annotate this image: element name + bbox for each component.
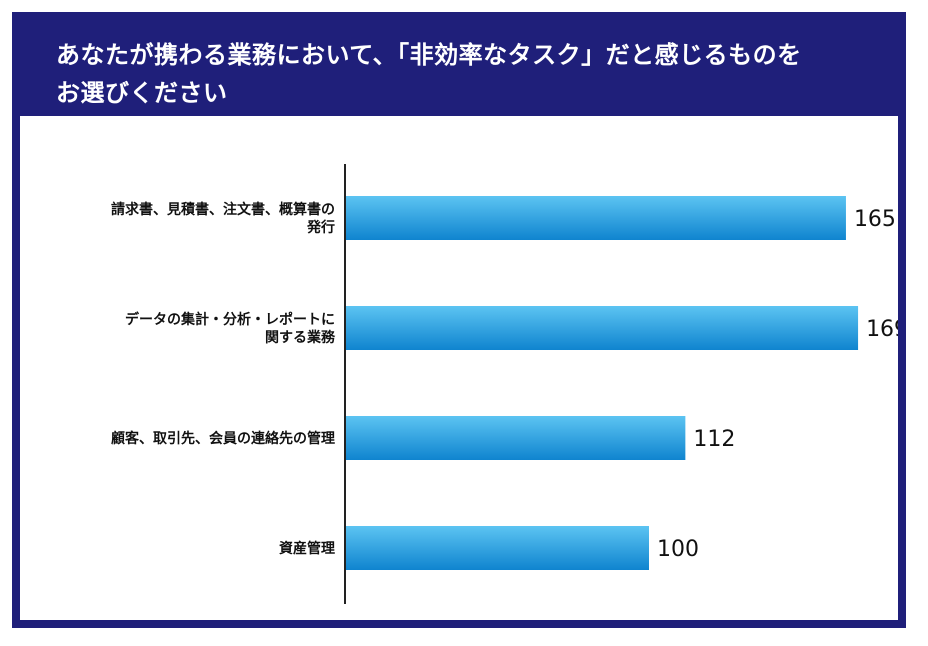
category-label-2-line-1: データの集計・分析・レポートに <box>125 311 335 328</box>
bar-3 <box>346 416 686 460</box>
category-label-3: 顧客、取引先、会員の連絡先の管理 <box>111 430 335 447</box>
bar-1 <box>346 196 846 240</box>
value-label-3: 112 <box>693 427 735 452</box>
bar-4 <box>346 526 649 570</box>
chart-title-line-2: お選びください <box>56 79 228 107</box>
chart-frame: あなたが携わる業務において、「非効率なタスク」だと感じるものを お選びください … <box>12 12 906 628</box>
category-label-2-line-2: 関する業務 <box>265 329 336 346</box>
category-label-1: 請求書、見積書、注文書、概算書の発行 <box>111 201 335 236</box>
bar-2 <box>346 306 859 350</box>
value-labels: 165 169 112 100 <box>657 207 898 562</box>
value-label-1: 165 <box>854 207 896 232</box>
category-label-2: データの集計・分析・レポートに関する業務 <box>125 311 336 346</box>
category-label-1-line-2: 発行 <box>306 219 335 236</box>
category-label-4-line-1: 資産管理 <box>279 540 335 557</box>
value-label-2: 169 <box>866 317 898 342</box>
chart-panel: 請求書、見積書、注文書、概算書の発行データの集計・分析・レポートに関する業務顧客… <box>20 116 898 620</box>
value-label-4: 100 <box>657 537 699 562</box>
chart-title-line-1: あなたが携わる業務において、「非効率なタスク」だと感じるものを <box>56 41 802 69</box>
bar-chart: 請求書、見積書、注文書、概算書の発行データの集計・分析・レポートに関する業務顧客… <box>111 164 898 604</box>
category-label-4: 資産管理 <box>279 540 335 557</box>
category-labels: 請求書、見積書、注文書、概算書の発行データの集計・分析・レポートに関する業務顧客… <box>111 201 336 557</box>
bar-group <box>346 196 859 570</box>
category-label-3-line-1: 顧客、取引先、会員の連絡先の管理 <box>111 430 335 447</box>
title-banner: あなたが携わる業務において、「非効率なタスク」だと感じるものを お選びください <box>12 12 906 116</box>
category-label-1-line-1: 請求書、見積書、注文書、概算書の <box>111 201 335 218</box>
chart-title: あなたが携わる業務において、「非効率なタスク」だと感じるものを お選びください <box>56 36 876 112</box>
